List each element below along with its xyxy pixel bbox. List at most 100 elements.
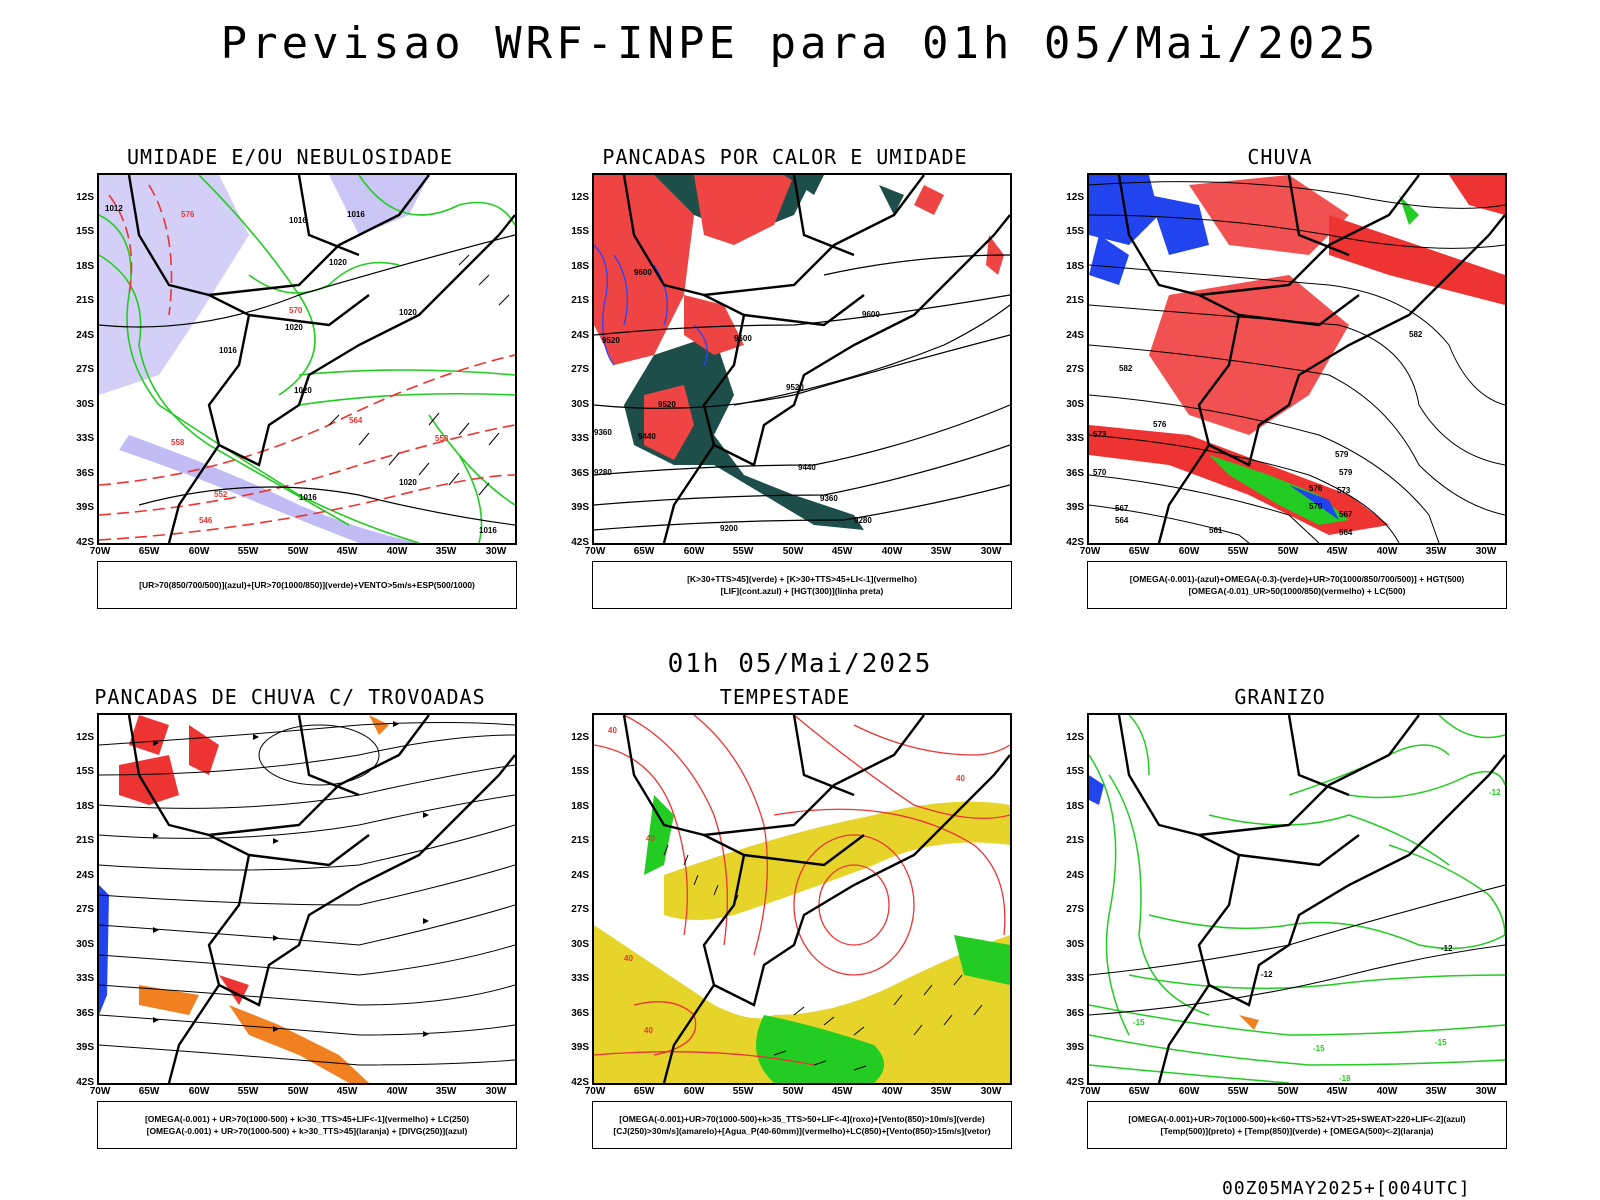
legend-line: [K>30+TTS>45](verde) + [K>30+TTS>45+LI<-… bbox=[687, 574, 917, 584]
panel-tempestade: TEMPESTADE bbox=[545, 685, 1025, 1165]
lat-label: 24S bbox=[1066, 330, 1084, 341]
lat-label: 24S bbox=[571, 870, 589, 881]
contour-label: 1020 bbox=[329, 258, 347, 267]
lon-label: 45W bbox=[831, 546, 853, 557]
contour-label: 558 bbox=[171, 438, 185, 447]
lat-label: 33S bbox=[76, 433, 94, 444]
lat-label: 42S bbox=[1066, 537, 1084, 548]
contour-label: 552 bbox=[214, 490, 228, 499]
lat-label: 21S bbox=[571, 835, 589, 846]
lat-label: 21S bbox=[76, 295, 94, 306]
panel-legend: [K>30+TTS>45](verde) + [K>30+TTS>45+LI<-… bbox=[592, 561, 1012, 609]
lat-label: 15S bbox=[1066, 766, 1084, 777]
lat-label: 33S bbox=[571, 433, 589, 444]
lon-label: 50W bbox=[782, 1086, 804, 1097]
panel-trovoadas: PANCADAS DE CHUVA C/ TROVOADAS bbox=[50, 685, 530, 1165]
lon-label: 55W bbox=[237, 546, 259, 557]
lat-label: 18S bbox=[76, 801, 94, 812]
lon-label: 65W bbox=[1128, 546, 1150, 557]
contour-label: -12 bbox=[1441, 944, 1453, 953]
lat-label: 15S bbox=[76, 766, 94, 777]
lat-label: 21S bbox=[76, 835, 94, 846]
lon-label: 30W bbox=[1475, 1086, 1497, 1097]
lon-label: 50W bbox=[1277, 1086, 1299, 1097]
legend-line: [OMEGA(-0.001)+UR>70(1000-500)+k<60+TTS>… bbox=[1128, 1114, 1466, 1124]
contour-label: 582 bbox=[1119, 364, 1133, 373]
contour-label: 567 bbox=[1339, 510, 1353, 519]
lat-label: 27S bbox=[571, 364, 589, 375]
contour-label: 40 bbox=[956, 774, 965, 783]
legend-line: [UR>70(850/700/500)](azul)+[UR>70(1000/8… bbox=[139, 580, 475, 590]
contour-label: -12 bbox=[1489, 788, 1501, 797]
contour-label: 9440 bbox=[638, 432, 656, 441]
lat-label: 36S bbox=[76, 468, 94, 479]
contour-label: 561 bbox=[1209, 526, 1223, 535]
legend-line: [OMEGA(-0.001) + UR>70(1000-500) + k>30_… bbox=[146, 1126, 468, 1136]
panel-granizo: GRANIZO bbox=[1040, 685, 1520, 1165]
main-title: Previsao WRF-INPE para 01h 05/Mai/2025 bbox=[220, 18, 1380, 69]
lon-label: 50W bbox=[287, 546, 309, 557]
lat-label: 30S bbox=[571, 939, 589, 950]
lon-label: 55W bbox=[732, 546, 754, 557]
lat-label: 39S bbox=[1066, 1042, 1084, 1053]
lon-label: 65W bbox=[1128, 1086, 1150, 1097]
lat-label: 21S bbox=[1066, 295, 1084, 306]
panel-legend: [OMEGA(-0.001)-(azul)+OMEGA(-0.3)-(verde… bbox=[1087, 561, 1507, 609]
lon-label: 70W bbox=[89, 1086, 111, 1097]
lon-label: 65W bbox=[138, 1086, 160, 1097]
lon-label: 35W bbox=[930, 546, 952, 557]
panel-title: UMIDADE E/OU NEBULOSIDADE bbox=[126, 145, 454, 169]
footer-run-info: 00Z05MAY2025+[004UTC] bbox=[1222, 1178, 1471, 1199]
lat-label: 15S bbox=[76, 226, 94, 237]
legend-line: [OMEGA(-0.001)+UR>70(1000-500)+k>35_TTS>… bbox=[619, 1114, 985, 1124]
contour-label: 570 bbox=[289, 306, 303, 315]
lat-label: 24S bbox=[1066, 870, 1084, 881]
lon-label: 55W bbox=[237, 1086, 259, 1097]
contour-label: 570 bbox=[1309, 502, 1323, 511]
lat-label: 12S bbox=[1066, 732, 1084, 743]
contour-label: 576 bbox=[181, 210, 195, 219]
lon-label: 65W bbox=[633, 1086, 655, 1097]
map-umidade: 1012 1016 1016 1020 1020 1016 1020 1020 … bbox=[99, 175, 515, 543]
contour-label: 1016 bbox=[219, 346, 237, 355]
lat-label: 12S bbox=[571, 732, 589, 743]
lat-label: 36S bbox=[1066, 468, 1084, 479]
lon-label: 35W bbox=[435, 1086, 457, 1097]
lon-label: 45W bbox=[1326, 1086, 1348, 1097]
lat-label: 27S bbox=[76, 364, 94, 375]
lon-label: 55W bbox=[732, 1086, 754, 1097]
panel-umidade: UMIDADE E/OU NEBULOSIDADE bbox=[50, 145, 530, 625]
contour-label: 1020 bbox=[294, 386, 312, 395]
lon-label: 40W bbox=[881, 1086, 903, 1097]
map-pancadas-calor: 9600 9520 9600 9600 9520 9520 9440 9440 … bbox=[594, 175, 1010, 543]
contour-labels: -12 -12 -15 -15 -18 -12 -15 bbox=[1133, 788, 1501, 1083]
contour-label: 567 bbox=[1115, 504, 1129, 513]
contour-label: 576 bbox=[1153, 420, 1167, 429]
lat-label: 15S bbox=[571, 226, 589, 237]
contour-label: 40 bbox=[608, 726, 617, 735]
contour-label: 570 bbox=[1093, 468, 1107, 477]
lat-label: 33S bbox=[1066, 433, 1084, 444]
lat-label: 27S bbox=[1066, 364, 1084, 375]
legend-line: [LIF](cont.azul) + [HGT(300)](linha pret… bbox=[720, 586, 884, 596]
contour-label: 9360 bbox=[594, 428, 612, 437]
lat-label: 21S bbox=[1066, 835, 1084, 846]
contour-labels: 582 582 579 576 573 570 567 564 579 576 … bbox=[1093, 330, 1423, 537]
lat-label: 21S bbox=[571, 295, 589, 306]
lon-label: 55W bbox=[1227, 546, 1249, 557]
legend-line: [OMEGA(-0.001) + UR>70(1000-500) + k>30_… bbox=[144, 1114, 470, 1124]
lon-label: 50W bbox=[287, 1086, 309, 1097]
contour-label: 1016 bbox=[479, 526, 497, 535]
panel-title: PANCADAS POR CALOR E UMIDADE bbox=[602, 145, 968, 169]
lat-label: 36S bbox=[1066, 1008, 1084, 1019]
lon-label: 35W bbox=[930, 1086, 952, 1097]
map-area: 9600 9520 9600 9600 9520 9520 9440 9440 … bbox=[592, 173, 1012, 545]
contour-label: 546 bbox=[199, 516, 213, 525]
lon-label: 70W bbox=[1079, 546, 1101, 557]
lon-label: 60W bbox=[188, 1086, 210, 1097]
lon-label: 30W bbox=[980, 546, 1002, 557]
lon-label: 70W bbox=[89, 546, 111, 557]
contour-label: 1012 bbox=[105, 204, 123, 213]
contour-label: 573 bbox=[1337, 486, 1351, 495]
panel-title: PANCADAS DE CHUVA C/ TROVOADAS bbox=[94, 685, 486, 709]
